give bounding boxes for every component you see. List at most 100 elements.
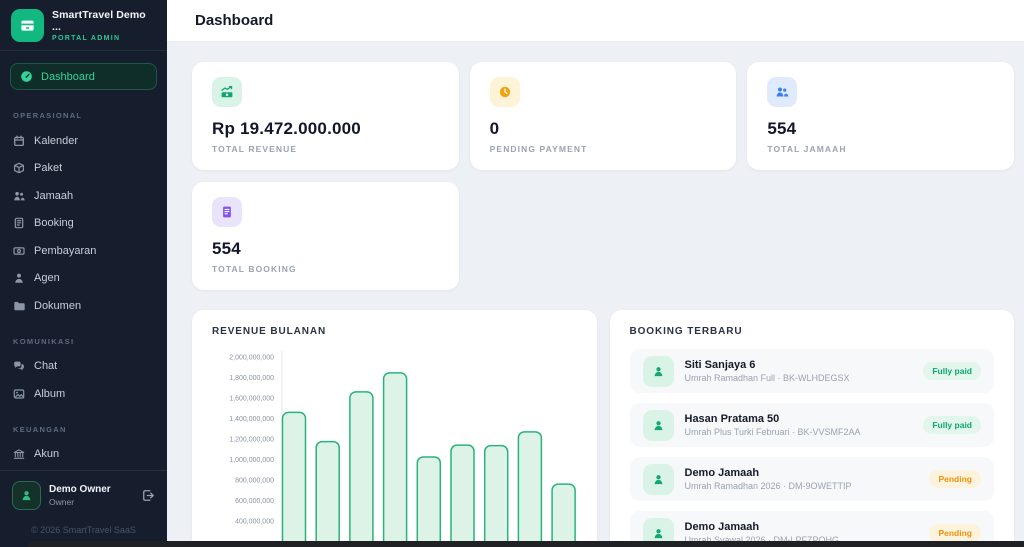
svg-text:1,800,000,000: 1,800,000,000 — [229, 375, 274, 382]
sidebar-item-dashboard[interactable]: Dashboard — [10, 63, 157, 90]
section-label-operasional: OPERASIONAL — [13, 111, 83, 120]
users-icon — [13, 190, 25, 202]
status-badge: Fully paid — [923, 362, 981, 380]
stat-card-total-booking: 554 TOTAL BOOKING — [192, 182, 459, 290]
person-icon — [654, 420, 662, 430]
stat-label: TOTAL REVENUE — [212, 144, 298, 154]
sidebar-item-agen[interactable]: Agen — [0, 265, 167, 293]
sidebar-item-label: Booking — [34, 217, 74, 230]
booking-detail: Umrah Ramadhan 2026 · DM-9OWETTIP — [684, 481, 852, 492]
bank-icon — [13, 448, 25, 460]
top-header: Dashboard — [167, 0, 1024, 42]
stat-value: 0 — [489, 119, 500, 138]
status-badge: Pending — [929, 470, 981, 488]
calendar-icon — [13, 135, 25, 147]
sidebar-item-jamaah[interactable]: Jamaah — [0, 182, 167, 210]
users-group-icon — [776, 87, 789, 97]
users-icon-chip — [767, 77, 798, 107]
sidebar-item-label: Dashboard — [41, 70, 95, 83]
main-area: Dashboard Rp 19.472.000.000 TOTAL REVENU… — [167, 0, 1024, 547]
sidebar-item-pembayaran[interactable]: Pembayaran — [0, 237, 167, 265]
logout-button[interactable] — [142, 489, 155, 502]
booking-detail: Umrah Syawal 2026 · DM-LPFZPOHG — [685, 535, 840, 545]
brand-title: SmartTravel Demo ... — [52, 9, 146, 33]
bookings-panel: BOOKING TERBARU Siti Sanjaya 6 Umrah Ram… — [609, 310, 1014, 547]
dashboard-content: Rp 19.472.000.000 TOTAL REVENUE 0 PENDIN… — [167, 42, 1024, 547]
sidebar-item-akun[interactable]: Akun — [0, 441, 167, 469]
booking-row[interactable]: Hasan Pratama 50 Umrah Plus Turki Februa… — [629, 403, 994, 447]
sidebar-item-label: Dokumen — [34, 299, 82, 312]
page-title: Dashboard — [195, 12, 274, 29]
booking-list: Siti Sanjaya 6 Umrah Ramadhan Full · BK-… — [629, 349, 994, 547]
background-window-edge — [28, 541, 1024, 547]
sidebar-item-booking[interactable]: Booking — [0, 210, 167, 238]
status-badge: Fully paid — [923, 416, 981, 434]
stat-label: TOTAL BOOKING — [212, 264, 297, 274]
brand-subtitle: PORTAL ADMIN — [52, 35, 121, 42]
notebook-icon — [13, 217, 25, 229]
revenue-icon-chip — [212, 77, 242, 107]
revenue-chart-icon — [221, 85, 233, 98]
package-icon — [13, 162, 25, 174]
brand-header: SmartTravel Demo ... PORTAL ADMIN — [0, 0, 167, 51]
person-icon — [13, 272, 25, 284]
user-info: Demo Owner Owner — [49, 484, 111, 507]
brand-text: SmartTravel Demo ... PORTAL ADMIN — [52, 9, 156, 42]
booking-row[interactable]: Demo Jamaah Umrah Ramadhan 2026 · DM-9OW… — [629, 457, 994, 501]
sidebar-item-paket[interactable]: Paket — [0, 155, 167, 183]
banknote-icon — [13, 245, 25, 257]
booking-name: Demo Jamaah — [684, 520, 760, 533]
sidebar-item-kalender[interactable]: Kalender — [0, 127, 167, 155]
sidebar-item-dokumen[interactable]: Dokumen — [0, 292, 167, 320]
sidebar-item-label: Jamaah — [34, 189, 74, 202]
brand-logo — [11, 9, 44, 42]
stats-grid: Rp 19.472.000.000 TOTAL REVENUE 0 PENDIN… — [192, 62, 1014, 290]
sidebar-item-album[interactable]: Album — [0, 380, 167, 408]
bar-chart-svg: 2,000,000,000 1,800,000,000 1,600,000,000 1… — [229, 351, 576, 547]
stat-value: 554 — [767, 119, 797, 138]
sidebar-item-label: Kalender — [34, 134, 79, 147]
stat-value: 554 — [212, 239, 241, 258]
user-card[interactable]: Demo Owner Owner — [0, 470, 167, 518]
panels-row: REVENUE BULANAN 2,000,000,000 1,800,000,0… — [192, 310, 1014, 547]
clock-icon-chip — [489, 77, 520, 107]
booking-detail: Umrah Ramadhan Full · BK-WLHDEGSX — [684, 373, 850, 384]
revenue-bar-chart: 2,000,000,000 1,800,000,000 1,600,000,000 1… — [212, 347, 577, 547]
booking-name: Hasan Pratama 50 — [684, 412, 780, 425]
stat-card-total-jamaah: 554 TOTAL JAMAAH — [747, 62, 1014, 170]
booking-detail: Umrah Plus Turki Februari · BK-VVSMF2AA — [684, 427, 861, 438]
user-name: Demo Owner — [49, 484, 111, 495]
logout-icon — [143, 490, 154, 501]
svg-text:600,000,000: 600,000,000 — [235, 498, 274, 505]
avatar — [642, 355, 674, 387]
document-icon — [223, 206, 231, 218]
svg-text:1,400,000,000: 1,400,000,000 — [229, 416, 274, 423]
kaaba-icon — [21, 20, 34, 31]
person-icon — [654, 528, 662, 538]
svg-text:1,000,000,000: 1,000,000,000 — [229, 457, 274, 464]
clock-icon — [499, 86, 510, 98]
status-badge: Pending — [929, 524, 981, 542]
stat-label: TOTAL JAMAAH — [767, 144, 847, 154]
booking-info: Hasan Pratama 50 Umrah Plus Turki Februa… — [685, 413, 861, 438]
user-role: Owner — [49, 497, 75, 507]
sidebar-item-label: Agen — [34, 272, 60, 285]
booking-row[interactable]: Siti Sanjaya 6 Umrah Ramadhan Full · BK-… — [629, 349, 994, 393]
section-label-keuangan: KEUANGAN — [13, 424, 67, 434]
bookings-panel-title: BOOKING TERBARU — [629, 326, 743, 337]
sidebar: SmartTravel Demo ... PORTAL ADMIN Dashbo… — [0, 0, 167, 547]
section-label-komunikasi: KOMUNIKASI — [13, 336, 75, 346]
svg-text:1,200,000,000: 1,200,000,000 — [229, 436, 274, 443]
avatar — [12, 481, 41, 510]
svg-text:800,000,000: 800,000,000 — [235, 477, 274, 484]
booking-name: Siti Sanjaya 6 — [684, 358, 756, 371]
svg-text:2,000,000,000: 2,000,000,000 — [229, 354, 274, 361]
folder-icon — [13, 300, 25, 312]
avatar — [642, 463, 674, 495]
sidebar-nav: Dashboard OPERASIONAL Kalender Paket — [0, 51, 167, 470]
sidebar-item-label: Chat — [34, 360, 58, 373]
person-icon — [654, 474, 662, 484]
sidebar-item-chat[interactable]: Chat — [0, 353, 167, 381]
sidebar-item-label: Akun — [34, 448, 60, 461]
